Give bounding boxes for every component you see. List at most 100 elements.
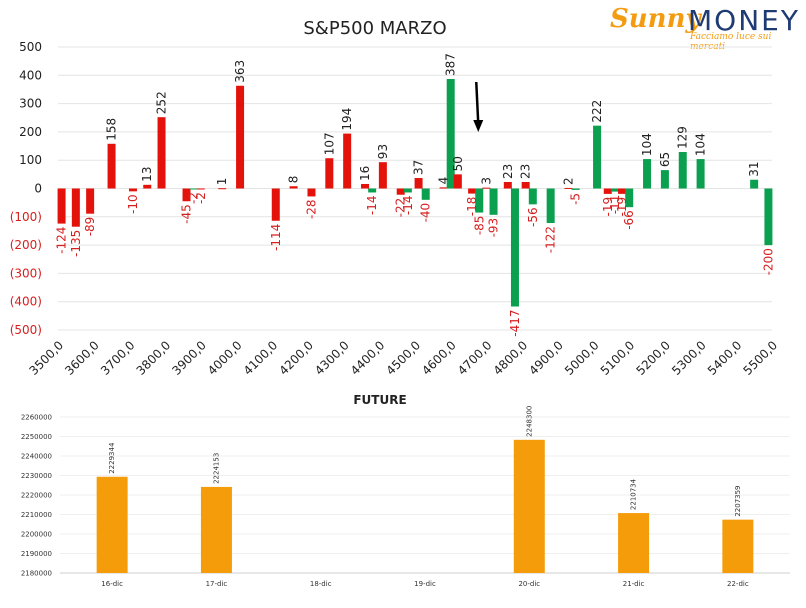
bar (489, 188, 498, 215)
bar-data-label: -66 (622, 210, 636, 230)
future-bar (96, 476, 128, 573)
future-bar-data-label: 2224153 (212, 453, 220, 484)
bar-data-label: 194 (340, 108, 354, 131)
y-tick-label: 400 (19, 68, 42, 82)
future-y-tick-label: 2180000 (21, 570, 52, 578)
bar (182, 188, 191, 202)
logo-sunny-text: Sunny (610, 4, 701, 34)
future-y-tick-label: 2260000 (21, 414, 52, 422)
bar-data-label: 8 (287, 176, 301, 184)
future-x-tick-label: 18-dic (310, 580, 332, 588)
future-bar (200, 486, 232, 573)
bar (396, 188, 405, 195)
future-bar-data-label: 2229344 (108, 442, 116, 474)
bar-data-label: -22 (394, 198, 408, 218)
bar (546, 188, 555, 224)
bar-data-label: 31 (747, 161, 761, 176)
y-tick-label: 200 (19, 125, 42, 139)
data-labels: -124 -135-89158-1013252-45-2-21363-1148-2… (55, 53, 776, 337)
y-tick-label: (300) (10, 266, 42, 280)
bar (343, 133, 352, 189)
bar (764, 188, 773, 246)
future-y-tick-label: 2240000 (21, 453, 52, 461)
bar-data-label: 129 (676, 126, 690, 149)
bar (71, 188, 80, 227)
bar-data-label: -40 (419, 203, 433, 223)
bar (143, 184, 152, 189)
bar-data-label: 37 (412, 160, 426, 175)
future-y-tick-label: 2230000 (21, 472, 52, 480)
bar (325, 158, 334, 189)
sp500-options-chart: S&P500 MARZO 500 400 300 200 100 0 (100) (200) (… (10, 18, 780, 378)
bar-data-label: 158 (105, 118, 119, 141)
bar-data-label: -2 (194, 192, 208, 204)
bar (503, 181, 512, 189)
bar (510, 188, 519, 307)
bar-data-label: 23 (501, 164, 515, 179)
y-tick-label: 300 (19, 97, 42, 111)
future-y-tick-label: 2220000 (21, 492, 52, 500)
bar (603, 188, 612, 194)
bar (57, 188, 66, 224)
future-bars (96, 439, 754, 573)
future-y-tick-label: 2250000 (21, 433, 52, 441)
bar (521, 181, 530, 189)
bar (289, 186, 298, 189)
future-chart-title: FUTURE (353, 393, 406, 407)
bar-data-label: 13 (140, 167, 154, 182)
bar (196, 188, 205, 190)
bar (157, 117, 166, 189)
bar (378, 162, 387, 189)
bar (660, 170, 669, 189)
bar-data-label: 104 (694, 133, 708, 156)
bar (236, 85, 245, 189)
bar-data-label: -2 (187, 192, 201, 204)
bar (453, 174, 462, 189)
bar-data-label: 363 (233, 60, 247, 83)
future-y-axis-ticks: 2260000 2250000 2240000 2230000 2220000 22100… (21, 414, 52, 578)
bar-data-label: 3 (479, 177, 493, 185)
bar (189, 188, 198, 190)
y-tick-label: 0 (34, 182, 42, 196)
bar (107, 143, 116, 189)
future-x-tick-label: 21-dic (623, 580, 645, 588)
bar-data-label: 4 (437, 177, 451, 185)
bar-data-label: -19 (615, 197, 629, 217)
bar (368, 188, 377, 193)
bar (361, 183, 370, 189)
bar-data-label: 252 (155, 91, 169, 114)
y-tick-label: 500 (19, 40, 42, 54)
bar-data-label: 65 (658, 152, 672, 167)
bar-data-label: -114 (269, 224, 283, 251)
bar-data-label: -5 (569, 193, 583, 205)
bar-data-label: 387 (444, 53, 458, 76)
bar-data-label: -200 (761, 248, 775, 275)
bar-data-label: -18 (465, 197, 479, 217)
y-tick-label: (100) (10, 210, 42, 224)
bar-data-label: 16 (358, 166, 372, 181)
bar-data-label: 93 (376, 144, 390, 159)
bar (468, 188, 477, 194)
y-tick-label: (500) (10, 323, 42, 337)
bar (86, 188, 95, 214)
bar (678, 151, 687, 189)
chart-title: S&P500 MARZO (303, 18, 446, 39)
bar (403, 188, 412, 193)
future-x-axis-ticks: 16-dic 17-dic 18-dic 19-dic 20-dic 21-dic 22-d… (101, 580, 749, 588)
bar-data-label: -122 (544, 226, 558, 253)
bar-data-label: -93 (487, 218, 501, 238)
bar-data-label: 222 (590, 100, 604, 123)
bar (218, 188, 227, 190)
bar (618, 188, 627, 194)
future-bar-data-label: 2248300 (525, 406, 533, 437)
bar-data-label: -45 (180, 204, 194, 224)
arrow-shaft (475, 81, 480, 125)
future-bar-data-label: 2207359 (734, 485, 742, 516)
bar (528, 188, 537, 205)
y-tick-label: (400) (10, 295, 42, 309)
bar-data-label: -28 (304, 199, 318, 219)
bar-data-label: -135 (69, 230, 83, 257)
future-x-tick-label: 20-dic (518, 580, 540, 588)
future-x-tick-label: 19-dic (414, 580, 436, 588)
